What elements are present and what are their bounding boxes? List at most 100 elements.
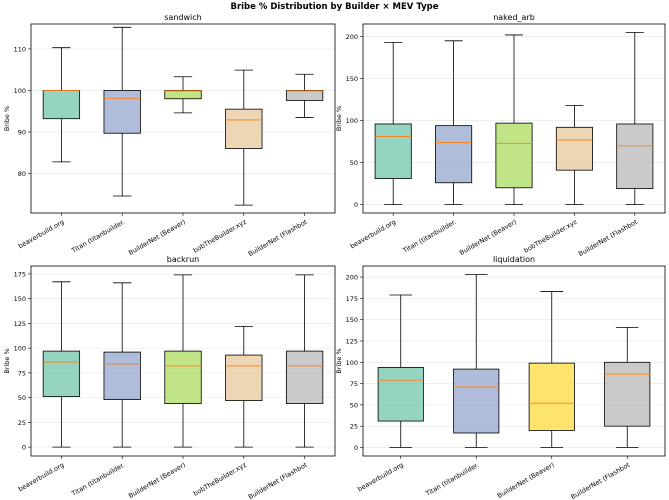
subplot-backrun: 0 25 50 75 100 125 150 175 beaverbuild.org Titan … [3, 255, 336, 500]
box-body [453, 368, 500, 434]
x-tick-label: BuilderNet (Beaver) [496, 461, 556, 500]
y-tick-label: 100 [14, 345, 26, 353]
x-tick-label: BuilderNet (Flashbot [247, 218, 309, 258]
y-tick-label: 0 [354, 201, 358, 209]
y-tick-label: 0 [354, 444, 358, 452]
y-tick-label: 175 [14, 270, 26, 278]
box-Titan (titanbuilder. [103, 282, 141, 448]
box-body [42, 350, 81, 398]
y-tick-label: 25 [18, 419, 26, 427]
y-axis-label: Bribe % [3, 348, 11, 373]
y-tick-label: 50 [350, 159, 358, 167]
box-BuilderNet (Flashbot [616, 32, 654, 206]
x-tick-label: Titan (titanbuilder. [401, 218, 458, 255]
x-tick-label: BuilderNet (Flashbot [247, 461, 309, 500]
box-body [103, 90, 141, 134]
box-bobTheBuilder.xyz [555, 105, 593, 206]
x-tick-label: Titan (titanbuilder. [69, 218, 126, 255]
y-tick-label: 150 [14, 295, 26, 303]
box-body [528, 362, 575, 431]
box-BuilderNet (Flashbot [285, 73, 324, 118]
y-tick-label: 150 [346, 75, 358, 83]
box-Titan (titanbuilder. [435, 40, 473, 206]
box-body [377, 366, 424, 422]
axes-frame [362, 23, 666, 214]
x-tick-label: bobTheBuilder.xyz [192, 218, 248, 255]
box-Titan (titanbuilder. [103, 26, 141, 197]
y-tick-label: 75 [350, 380, 358, 388]
box-body [604, 361, 651, 427]
box-body [495, 122, 533, 189]
y-tick-label: 100 [346, 117, 358, 125]
x-tick-label: beaverbuild.org [17, 461, 65, 494]
y-tick-label: 125 [14, 320, 26, 328]
y-axis-label: Bribe % [335, 106, 343, 131]
axes-frame [362, 265, 666, 457]
box-beaverbuild.org [42, 281, 81, 448]
box-body [285, 90, 324, 101]
subplot-naked_arb: 0 50 100 150 200 beaverbuild.org Titan (titanb… [335, 13, 666, 258]
y-tick-label: 125 [346, 337, 358, 345]
x-tick-label: beaverbuild.org [17, 218, 65, 251]
subplot-title: naked_arb [493, 13, 535, 22]
box-Titan (titanbuilder. [453, 274, 500, 448]
box-body [42, 90, 81, 120]
box-beaverbuild.org [374, 42, 412, 206]
x-tick-label: beaverbuild.org [356, 461, 404, 494]
subplot-title: liquidation [493, 255, 535, 264]
subplot-sandwich: 80 90 100 110 beaverbuild.org Titan (titanbui… [3, 13, 336, 258]
box-BuilderNet (Flashbot [285, 274, 324, 448]
y-tick-label: 50 [350, 401, 358, 409]
box-body [435, 125, 473, 184]
box-body [103, 351, 141, 400]
box-BuilderNet (Beaver) [164, 274, 202, 448]
box-BuilderNet (Beaver) [495, 34, 533, 206]
x-tick-label: BuilderNet (Beaver) [458, 218, 518, 257]
y-tick-label: 90 [18, 129, 26, 137]
box-beaverbuild.org [42, 47, 81, 163]
box-BuilderNet (Flashbot [604, 326, 651, 448]
y-axis-label: Bribe % [335, 348, 343, 373]
subplot-title: backrun [167, 255, 199, 264]
x-tick-label: BuilderNet (Beaver) [127, 461, 187, 500]
y-tick-label: 200 [346, 274, 358, 282]
x-tick-label: BuilderNet (Flashbot [577, 218, 639, 258]
y-tick-label: 200 [346, 33, 358, 41]
x-tick-label: beaverbuild.org [349, 218, 397, 251]
box-body [616, 123, 654, 190]
box-bobTheBuilder.xyz [225, 325, 263, 448]
subplot-liquidation: 0 25 50 75 100 125 150 175 200 beaverbuild.org Tit… [335, 255, 666, 500]
y-tick-label: 75 [18, 369, 26, 377]
x-tick-label: bobTheBuilder.xyz [523, 218, 579, 255]
x-tick-label: BuilderNet (Beaver) [127, 218, 187, 257]
y-tick-label: 100 [14, 87, 26, 95]
x-tick-label: bobTheBuilder.xyz [192, 461, 248, 498]
box-BuilderNet (Beaver) [528, 291, 575, 448]
y-tick-label: 50 [18, 394, 26, 402]
y-tick-label: 25 [350, 423, 358, 431]
box-body [164, 350, 202, 404]
box-body [285, 350, 324, 404]
box-bobTheBuilder.xyz [225, 69, 263, 206]
x-tick-label: Titan (titanbuilder. [423, 461, 480, 498]
box-beaverbuild.org [377, 294, 424, 448]
axes-frame [30, 265, 336, 457]
axes-frame [30, 23, 336, 214]
box-body [555, 126, 593, 171]
box-BuilderNet (Beaver) [164, 76, 202, 114]
box-body [225, 108, 263, 150]
y-tick-label: 0 [22, 444, 26, 452]
box-body [374, 123, 412, 179]
box-body [225, 354, 263, 401]
y-tick-label: 110 [14, 45, 26, 53]
y-tick-label: 80 [18, 170, 26, 178]
y-tick-label: 150 [346, 316, 358, 324]
y-tick-label: 175 [346, 295, 358, 303]
subplot-title: sandwich [164, 13, 201, 22]
figure-title: Bribe % Distribution by Builder × MEV Ty… [230, 2, 439, 12]
x-tick-label: BuilderNet (Flashbot [569, 461, 631, 500]
x-tick-label: Titan (titanbuilder. [69, 461, 126, 498]
y-tick-label: 100 [346, 359, 358, 367]
